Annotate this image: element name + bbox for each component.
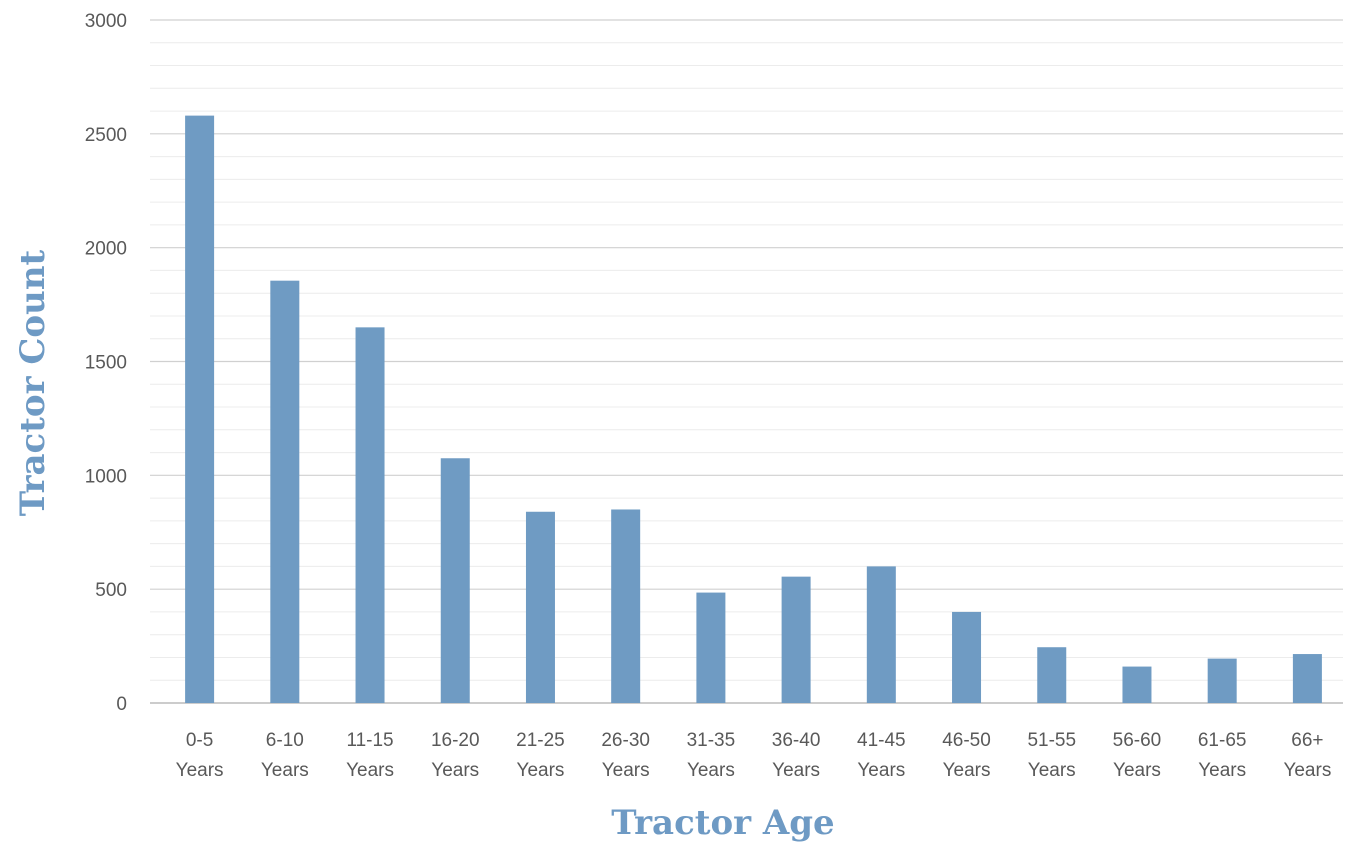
x-tick-label: 6-10 Years	[261, 730, 309, 781]
y-tick-label: 0	[116, 694, 127, 715]
y-tick-label: 500	[95, 580, 127, 601]
x-tick-label: 41-45 Years	[857, 730, 906, 781]
bar	[1037, 647, 1067, 703]
x-axis-title: Tractor Age	[611, 803, 834, 842]
bar	[1292, 654, 1322, 703]
y-axis-ticks: 0 500 1000 1500 2000 2500 3000	[85, 11, 127, 715]
gridlines	[150, 19, 1343, 704]
y-tick-label: 3000	[85, 11, 127, 32]
bar	[1122, 666, 1152, 703]
x-tick-label: 26-30 Years	[601, 730, 650, 781]
y-axis-title: Tractor Count	[13, 249, 53, 516]
x-tick-label: 21-25 Years	[516, 730, 565, 781]
x-tick-label: 36-40 Years	[772, 730, 821, 781]
bar	[270, 280, 300, 703]
y-tick-label: 1000	[85, 466, 127, 487]
x-tick-label: 0-5 Years	[176, 730, 224, 781]
x-tick-label: 51-55 Years	[1027, 730, 1076, 781]
x-tick-label: 61-65 Years	[1198, 730, 1247, 781]
y-tick-label: 2500	[85, 125, 127, 146]
x-tick-label: 56-60 Years	[1113, 730, 1162, 781]
x-tick-label: 66+ Years	[1283, 730, 1331, 781]
bar	[611, 509, 641, 703]
x-axis-ticks: 0-5 Years 6-10 Years 11-15 Years 16-20 Years 21-…	[176, 730, 1332, 781]
bar	[185, 115, 215, 704]
bar	[525, 511, 555, 703]
x-tick-label: 31-35 Years	[687, 730, 736, 781]
x-tick-label: 16-20 Years	[431, 730, 480, 781]
bar	[952, 611, 982, 703]
bar	[1207, 658, 1237, 703]
bar	[781, 576, 811, 703]
bar	[696, 592, 726, 703]
bar	[355, 327, 385, 703]
bars	[185, 115, 1322, 704]
y-tick-label: 1500	[85, 353, 127, 374]
x-tick-label: 11-15 Years	[346, 730, 394, 781]
x-tick-label: 46-50 Years	[942, 730, 991, 781]
bar	[440, 458, 470, 703]
bar	[866, 566, 896, 703]
y-tick-label: 2000	[85, 239, 127, 260]
